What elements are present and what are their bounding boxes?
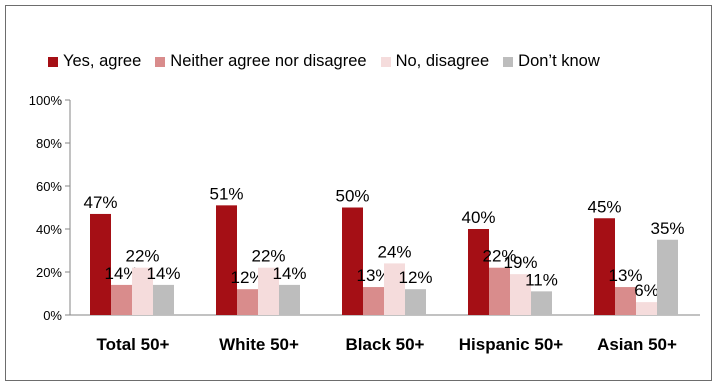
bar (342, 207, 363, 315)
bar (384, 263, 405, 315)
legend-label-yes-agree: Yes, agree (63, 52, 142, 70)
y-tick-label: 80% (36, 136, 62, 151)
bar (531, 291, 552, 315)
y-tick-label: 100% (29, 93, 63, 108)
y-tick-label: 60% (36, 179, 62, 194)
data-label: 14% (146, 264, 180, 283)
legend-swatch-no-disagree (380, 56, 391, 67)
data-label: 14% (272, 264, 306, 283)
data-label: 40% (461, 208, 495, 227)
bar (90, 213, 111, 315)
bar (258, 267, 279, 315)
legend-swatch-neither (155, 56, 166, 67)
bar (615, 287, 636, 315)
data-label: 22% (482, 247, 516, 266)
data-label: 50% (335, 187, 369, 206)
data-label: 51% (209, 184, 243, 203)
legend-item-no-disagree: No, disagree (380, 52, 490, 71)
bar (657, 239, 678, 315)
data-label: 35% (650, 219, 684, 238)
legend-item-dont-know: Don’t know (503, 52, 600, 71)
bar (153, 284, 174, 315)
data-label: 6% (634, 281, 659, 300)
legend-item-neither: Neither agree nor disagree (155, 52, 367, 71)
bar (636, 302, 657, 315)
legend-swatch-yes-agree (48, 56, 58, 67)
data-label: 19% (503, 253, 537, 272)
bar (279, 284, 300, 315)
bar (489, 267, 510, 315)
y-tick-label: 0% (43, 308, 62, 323)
data-label: 45% (587, 197, 621, 216)
data-label: 22% (125, 247, 159, 266)
data-label: 12% (398, 268, 432, 287)
data-label: 22% (251, 247, 285, 266)
legend-swatch-dont-know (503, 56, 514, 67)
x-tick-label: Asian 50+ (597, 335, 677, 354)
x-tick-label: Total 50+ (97, 335, 170, 354)
bar (111, 284, 132, 315)
bar (237, 289, 258, 315)
data-label: 12% (230, 268, 264, 287)
chart-frame (5, 5, 712, 381)
data-label: 47% (83, 193, 117, 212)
bar (510, 274, 531, 315)
bar (405, 289, 426, 315)
bar (468, 229, 489, 315)
legend-label-no-disagree: No, disagree (395, 52, 490, 70)
data-label: 24% (377, 242, 411, 261)
legend-item-yes-agree: Yes, agree (48, 52, 141, 71)
data-label: 13% (356, 266, 390, 285)
data-label: 14% (104, 264, 138, 283)
legend-label-dont-know: Don’t know (518, 52, 600, 70)
x-tick-label: Hispanic 50+ (459, 335, 563, 354)
legend-label-neither: Neither agree nor disagree (170, 52, 367, 70)
data-label: 13% (608, 266, 642, 285)
bar (216, 205, 237, 315)
bar (363, 287, 384, 315)
x-tick-label: White 50+ (219, 335, 299, 354)
y-tick-label: 20% (36, 265, 62, 280)
y-tick-label: 40% (36, 222, 62, 237)
bar (594, 218, 615, 315)
data-label: 11% (525, 270, 558, 289)
bar (132, 267, 153, 315)
x-tick-label: Black 50+ (346, 335, 425, 354)
legend: Yes, agree Neither agree nor disagree No… (48, 52, 614, 71)
